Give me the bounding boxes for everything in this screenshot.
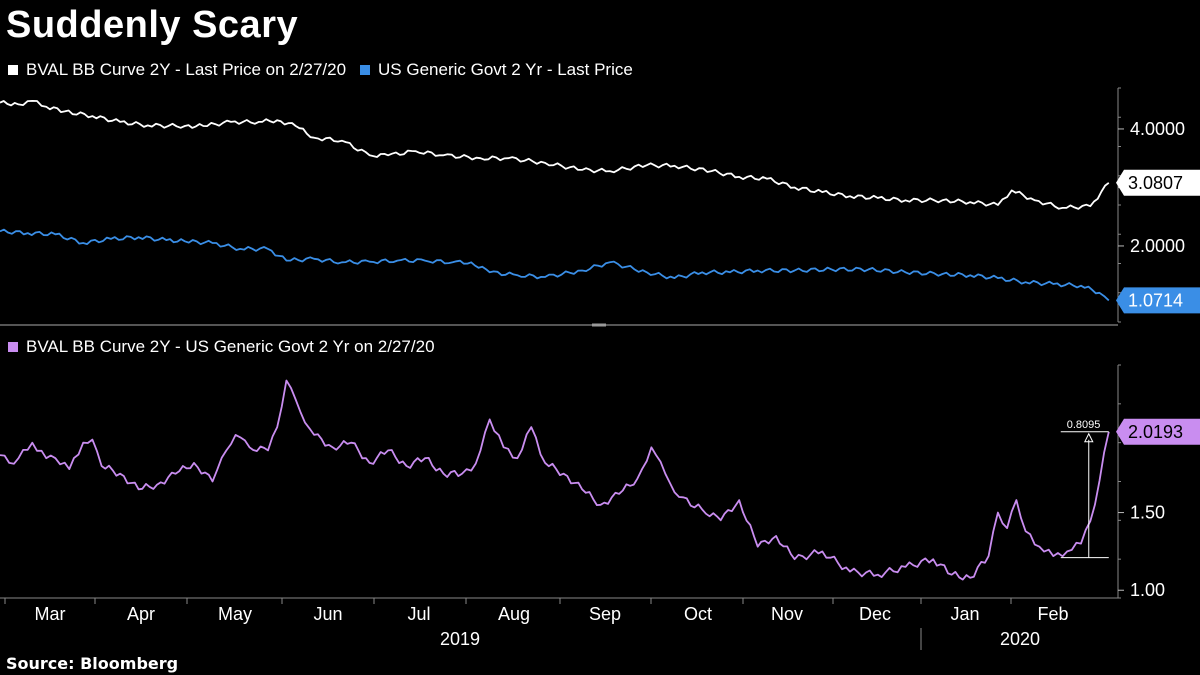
x-tick-label-oct: Oct bbox=[684, 604, 712, 624]
y-tick-label-bottom-1: 1.00 bbox=[1130, 580, 1165, 600]
x-year-label-2019: 2019 bbox=[440, 629, 480, 649]
x-tick-label-may: May bbox=[218, 604, 252, 624]
last-value-tag-top-1 bbox=[1116, 287, 1200, 314]
last-value-label-top-0: 3.0807 bbox=[1128, 173, 1183, 193]
legend-top: BVAL BB Curve 2Y - Last Price on 2/27/20… bbox=[8, 60, 633, 80]
y-tick-label-top-0: 4.0000 bbox=[1130, 119, 1185, 139]
x-tick-label-nov: Nov bbox=[771, 604, 803, 624]
series-line-bottom-0 bbox=[0, 379, 1110, 581]
x-tick-label-jul: Jul bbox=[407, 604, 430, 624]
annotation-label: 0.8095 bbox=[1067, 419, 1101, 431]
legend-label-bval: BVAL BB Curve 2Y - Last Price on 2/27/20 bbox=[26, 60, 347, 79]
legend-label-spread: BVAL BB Curve 2Y - US Generic Govt 2 Yr … bbox=[26, 337, 435, 356]
legend-label-usgov: US Generic Govt 2 Yr - Last Price bbox=[378, 60, 633, 79]
source-note: Source: Bloomberg bbox=[6, 654, 179, 673]
x-tick-label-jan: Jan bbox=[950, 604, 979, 624]
last-value-label-bottom-0: 2.0193 bbox=[1128, 422, 1183, 442]
y-tick-label-top-2: 2.0000 bbox=[1130, 236, 1185, 256]
last-value-label-top-1: 1.0714 bbox=[1128, 290, 1183, 310]
x-tick-label-apr: Apr bbox=[127, 604, 155, 624]
last-value-tag-top-0 bbox=[1116, 169, 1200, 196]
annotation-arrow-head bbox=[1083, 432, 1094, 443]
legend-swatch-blue bbox=[360, 65, 371, 75]
x-tick-label-feb: Feb bbox=[1037, 604, 1068, 624]
x-tick-label-dec: Dec bbox=[859, 604, 891, 624]
chart-title: Suddenly Scary bbox=[6, 4, 299, 46]
legend-swatch-white bbox=[8, 65, 18, 75]
x-tick-label-jun: Jun bbox=[313, 604, 342, 624]
series-line-top-0 bbox=[0, 100, 1110, 210]
y-tick-label-bottom-0: 1.50 bbox=[1130, 503, 1165, 523]
last-value-tag-bottom-0 bbox=[1116, 418, 1200, 445]
legend-bottom: BVAL BB Curve 2Y - US Generic Govt 2 Yr … bbox=[8, 337, 435, 357]
x-tick-label-aug: Aug bbox=[498, 604, 530, 624]
x-tick-label-mar: Mar bbox=[35, 604, 66, 624]
x-tick-label-sep: Sep bbox=[589, 604, 621, 624]
legend-swatch-purple bbox=[8, 342, 18, 352]
series-line-top-1 bbox=[0, 228, 1110, 302]
x-year-label-2020: 2020 bbox=[1000, 629, 1040, 649]
